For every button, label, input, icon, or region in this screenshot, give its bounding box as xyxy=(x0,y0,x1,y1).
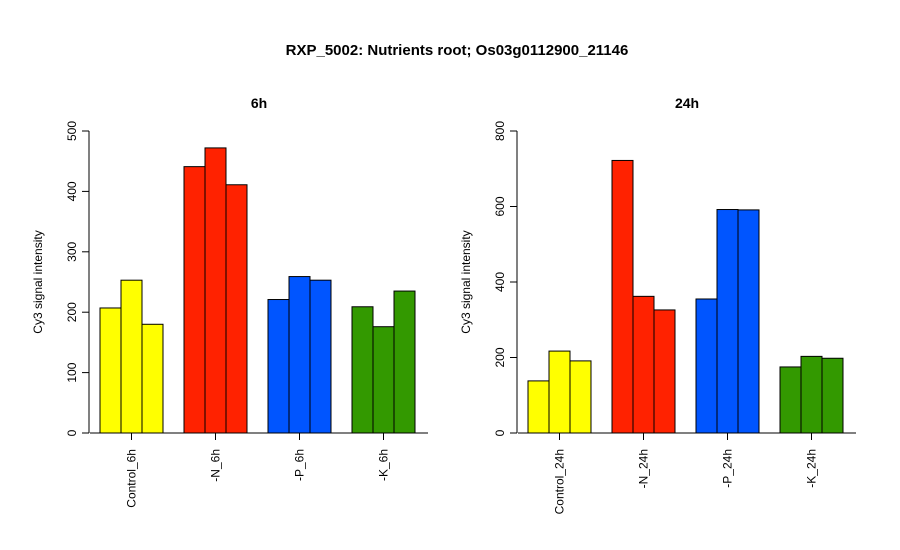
y-axis-label: Cy3 signal intensity xyxy=(459,230,473,333)
bar-n24h-rep3 xyxy=(653,309,676,434)
bar-p24h-rep3 xyxy=(737,209,760,434)
y-tick-label: 800 xyxy=(493,121,507,141)
bar-k6h-rep2 xyxy=(372,326,395,434)
bar-k6h-rep1 xyxy=(351,306,374,434)
bar-control24h-rep2 xyxy=(548,350,571,434)
x-tick-label: -K_6h xyxy=(377,449,391,481)
y-tick-label: 400 xyxy=(493,272,507,292)
x-tick-label: Control_6h xyxy=(125,449,139,508)
x-tick-label: -P_6h xyxy=(293,449,307,481)
y-tick-label: 200 xyxy=(65,302,79,322)
x-tick-label: -N_6h xyxy=(209,449,223,482)
bar-control24h-rep1 xyxy=(527,380,550,434)
y-axis-label: Cy3 signal intensity xyxy=(31,230,45,333)
bar-n24h-rep2 xyxy=(632,295,655,434)
x-tick-label: -P_24h xyxy=(721,449,735,488)
bar-control6h-rep2 xyxy=(120,279,143,434)
x-tick-label: Control_24h xyxy=(553,449,567,514)
bar-k24h-rep2 xyxy=(800,355,823,434)
x-tick-label: -K_24h xyxy=(805,449,819,488)
bar-n24h-rep1 xyxy=(611,159,634,434)
bar-p6h-rep3 xyxy=(309,279,332,434)
y-tick-label: 0 xyxy=(65,429,79,436)
y-tick-label: 500 xyxy=(65,121,79,141)
bar-control24h-rep3 xyxy=(569,360,592,434)
bar-control6h-rep1 xyxy=(99,307,122,434)
bar-p6h-rep1 xyxy=(267,299,290,434)
y-tick-label: 0 xyxy=(493,429,507,436)
bar-k24h-rep1 xyxy=(779,366,802,434)
y-tick-label: 600 xyxy=(493,196,507,216)
bar-p24h-rep2 xyxy=(716,209,739,434)
bar-k6h-rep3 xyxy=(393,290,416,434)
bar-control6h-rep3 xyxy=(141,323,164,434)
bar-p6h-rep2 xyxy=(288,276,311,434)
y-tick-label: 100 xyxy=(65,362,79,382)
bar-k24h-rep3 xyxy=(821,357,844,434)
bar-n6h-rep1 xyxy=(183,166,206,434)
panel-6h: 6h Cy3 signal intensity 0 100 200 300 400 500 Co… xyxy=(31,95,428,508)
x-tick-label: -N_24h xyxy=(637,449,651,488)
bar-p24h-rep1 xyxy=(695,298,718,434)
bar-n6h-rep3 xyxy=(225,184,248,434)
panel-24h: 24h Cy3 signal intensity 0 200 400 600 800 Cont… xyxy=(459,95,856,514)
y-tick-label: 200 xyxy=(493,347,507,367)
y-tick-label: 300 xyxy=(65,241,79,261)
panel-title: 6h xyxy=(251,95,267,111)
main-title: RXP_5002: Nutrients root; Os03g0112900_2… xyxy=(286,42,629,59)
y-tick-label: 400 xyxy=(65,181,79,201)
bar-n6h-rep2 xyxy=(204,147,227,434)
panel-title: 24h xyxy=(675,95,699,111)
